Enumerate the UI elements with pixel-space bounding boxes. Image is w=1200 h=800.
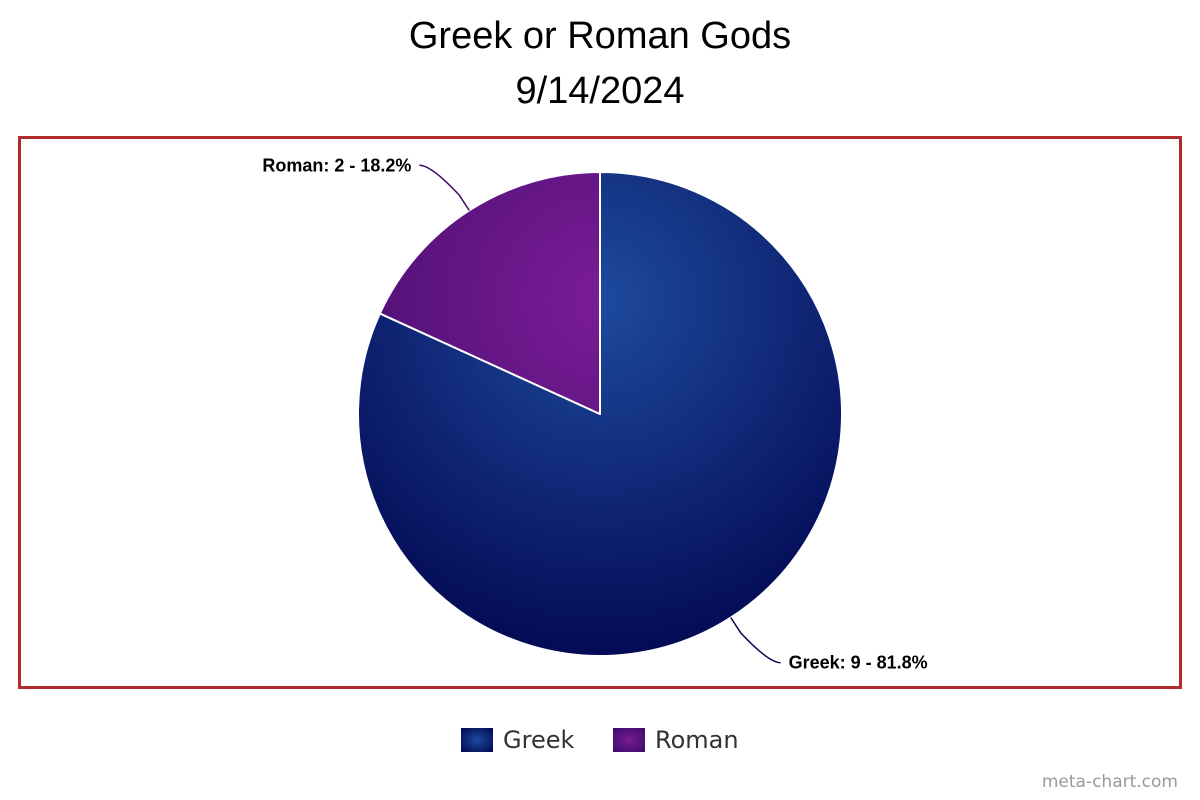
leader-line-roman (419, 164, 470, 211)
data-label-roman: Roman: 2 - 18.2% (262, 155, 411, 175)
legend: Greek Roman (0, 722, 1200, 758)
legend-label-greek: Greek (503, 726, 575, 754)
data-label-greek: Greek: 9 - 81.8% (789, 653, 928, 673)
legend-item-greek[interactable]: Greek (461, 722, 574, 758)
chart-subtitle: 9/14/2024 (515, 70, 685, 112)
legend-swatch-roman (613, 728, 645, 752)
plot-area-frame (18, 136, 1182, 689)
pie-slices (357, 171, 843, 657)
pie-leader-lines (419, 164, 781, 664)
pie-data-labels: Greek: 9 - 81.8% Roman: 2 - 18.2% (262, 155, 927, 672)
watermark: meta-chart.com (1041, 772, 1178, 792)
leader-line-greek (730, 617, 781, 664)
legend-swatch-greek (461, 728, 493, 752)
legend-item-roman[interactable]: Roman (613, 722, 739, 758)
chart-title: Greek or Roman Gods (408, 15, 792, 57)
legend-label-roman: Roman (655, 726, 739, 754)
